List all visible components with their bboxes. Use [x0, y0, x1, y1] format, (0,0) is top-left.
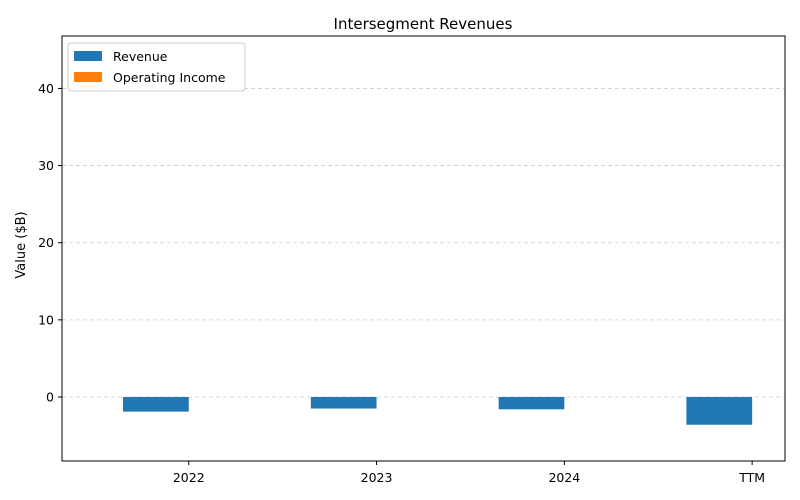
y-tick-label: 20 [38, 235, 54, 250]
y-tick-label: 10 [38, 312, 54, 327]
x-axis-ticks: 2022 2023 2024 TTM [173, 461, 765, 485]
bar-revenue-ttm [686, 396, 753, 425]
bar-revenue-2024 [498, 396, 565, 410]
plot-frame [61, 35, 786, 462]
x-tick-label: 2024 [548, 470, 580, 485]
bar-revenue-2023 [310, 396, 377, 409]
legend-label-operating-income: Operating Income [113, 70, 226, 85]
bar-revenue-2022 [123, 396, 189, 412]
y-axis-ticks: 0 10 20 30 40 [38, 81, 62, 404]
y-tick-label: 40 [38, 81, 54, 96]
bars [123, 396, 753, 425]
legend-label-revenue: Revenue [113, 49, 168, 64]
x-tick-label: TTM [738, 470, 765, 485]
legend: Revenue Operating Income [67, 42, 246, 92]
y-tick-label: 0 [46, 389, 54, 404]
legend-swatch-revenue [74, 51, 102, 61]
chart-title: Intersegment Revenues [334, 15, 513, 33]
y-tick-label: 30 [38, 158, 54, 173]
legend-swatch-operating-income [74, 72, 102, 82]
x-tick-label: 2023 [361, 470, 393, 485]
y-axis-label: Value ($B) [14, 211, 29, 278]
legend-box [67, 42, 246, 92]
grid-lines [62, 88, 785, 398]
x-tick-label: 2022 [173, 470, 205, 485]
